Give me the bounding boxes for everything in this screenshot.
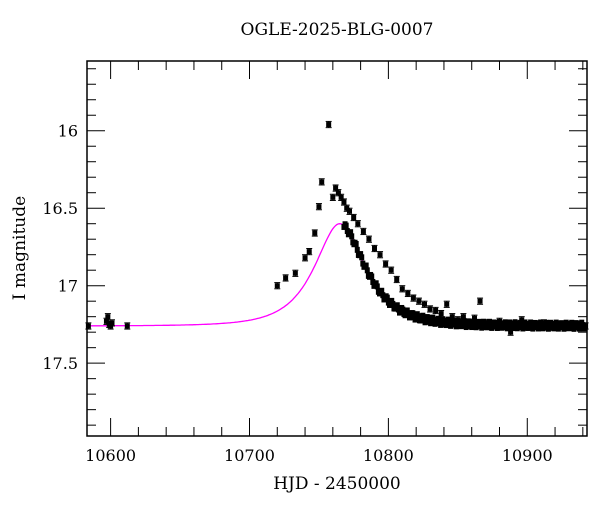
model-curve <box>87 223 587 327</box>
data-points <box>85 120 589 336</box>
svg-text:17: 17 <box>58 277 78 296</box>
plot-axes: 10600 10700 10800 10900 16 16.5 17 17.5 <box>42 60 588 465</box>
svg-text:10900: 10900 <box>502 446 553 465</box>
svg-text:16.5: 16.5 <box>42 199 78 218</box>
x-axis-label: HJD - 2450000 <box>273 474 401 494</box>
y-axis-label: I magnitude <box>10 195 30 301</box>
svg-text:10700: 10700 <box>224 446 275 465</box>
svg-text:17.5: 17.5 <box>42 354 78 373</box>
chart-title: OGLE-2025-BLG-0007 <box>240 20 434 40</box>
svg-text:10600: 10600 <box>85 446 136 465</box>
svg-text:10800: 10800 <box>363 446 414 465</box>
svg-text:16: 16 <box>58 122 78 141</box>
